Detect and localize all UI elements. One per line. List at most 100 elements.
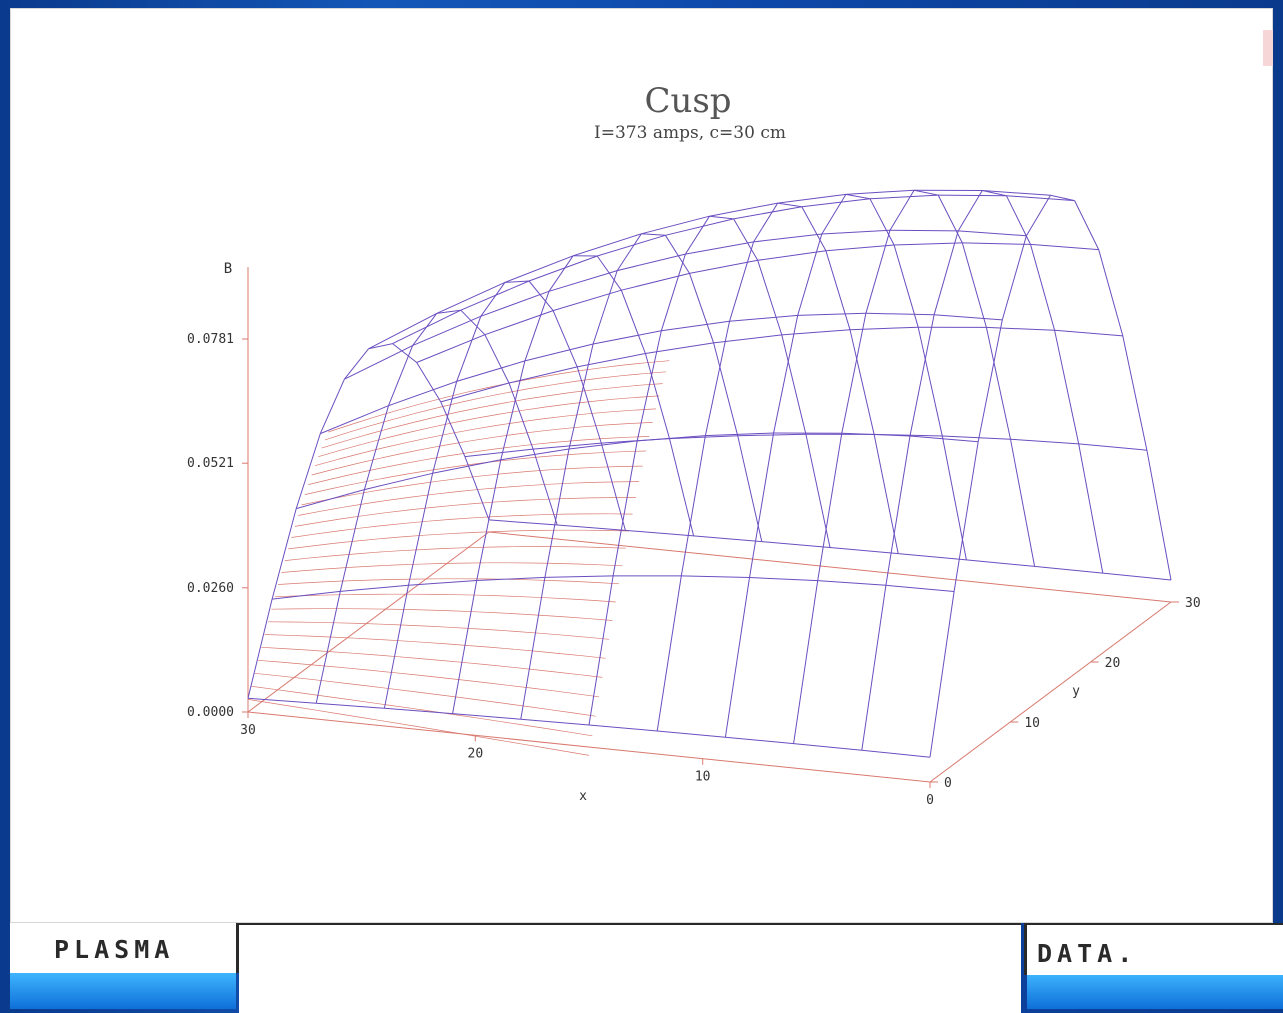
surface-y-line <box>393 310 461 343</box>
underside-mesh-line <box>505 703 528 706</box>
surface-x-line <box>661 254 685 331</box>
surface-y-line <box>485 311 553 335</box>
surface-x-line <box>822 194 846 234</box>
underside-mesh-line <box>352 653 375 655</box>
underside-mesh-line <box>368 686 391 689</box>
underside-mesh-line <box>251 686 274 689</box>
underside-mesh-line <box>316 710 339 714</box>
underside-mesh-line <box>417 675 440 678</box>
underside-mesh-line <box>338 454 361 460</box>
underside-mesh-line <box>560 654 583 656</box>
underside-mesh-line <box>401 641 424 643</box>
surface-x-line <box>734 219 758 260</box>
underside-mesh-line <box>389 497 412 500</box>
surface-y-line <box>553 290 621 310</box>
underside-mesh-line <box>552 381 575 384</box>
underside-mesh-line <box>342 699 365 702</box>
underside-mesh-line <box>480 487 503 489</box>
underside-mesh-line <box>330 554 353 556</box>
underside-mesh-line <box>360 526 383 529</box>
surface-x-line <box>782 335 806 434</box>
surface-x-line <box>272 509 296 599</box>
surface-y-line <box>822 230 890 234</box>
surface-y-line <box>409 581 477 586</box>
surface-y-line <box>802 199 870 207</box>
underside-mesh-line <box>447 533 470 534</box>
surface-x-line <box>774 315 798 433</box>
surface-x-line <box>389 346 413 406</box>
surface-x-line <box>296 434 320 509</box>
surface-x-line <box>589 576 613 725</box>
underside-mesh-line <box>522 499 545 500</box>
underside-mesh-line <box>580 675 603 678</box>
underside-mesh-line <box>624 363 647 365</box>
underside-mesh-line <box>574 581 597 582</box>
underside-mesh-line <box>387 432 410 438</box>
underside-mesh-line <box>402 535 425 537</box>
underside-mesh-line <box>467 547 490 548</box>
underside-mesh-line <box>481 403 504 407</box>
underside-mesh-line <box>414 692 437 695</box>
underside-mesh-line <box>461 397 484 402</box>
underside-mesh-line <box>376 551 399 553</box>
surface-y-line <box>794 744 862 751</box>
underside-mesh-line <box>359 623 382 624</box>
surface-y-line <box>340 585 408 591</box>
surface-y-line <box>886 585 954 591</box>
surface-y-line <box>958 231 1026 236</box>
underside-mesh-line <box>526 396 549 400</box>
underside-mesh-line <box>473 629 496 630</box>
surface-x-line <box>918 327 942 436</box>
underside-mesh-line <box>512 667 535 669</box>
surface-y-line <box>577 354 645 367</box>
surface-x-line <box>1075 201 1099 250</box>
underside-mesh-line <box>409 508 432 511</box>
chart-title: Cusp <box>644 81 731 121</box>
underside-mesh-line <box>604 437 627 438</box>
surface-x-line <box>681 436 705 576</box>
underside-mesh-line <box>318 519 341 523</box>
underside-mesh-line <box>547 729 570 733</box>
underside-mesh-line <box>493 531 516 532</box>
underside-mesh-line <box>492 647 515 649</box>
surface-y-line <box>457 361 525 382</box>
underside-mesh-line <box>621 374 644 376</box>
underside-mesh-line <box>349 668 372 670</box>
data-label-box: DATA. <box>1024 923 1283 975</box>
surface-x-line <box>461 310 485 335</box>
underside-mesh-line <box>591 399 614 401</box>
underside-mesh-line <box>331 474 354 479</box>
surface-y-line <box>890 230 958 231</box>
underside-mesh-line <box>538 651 561 653</box>
underside-mesh-line <box>416 408 439 414</box>
underside-mesh-line <box>371 419 394 425</box>
underside-mesh-line <box>322 441 345 448</box>
underside-mesh-line <box>598 376 621 379</box>
underside-mesh-line <box>530 385 553 389</box>
underside-mesh-line <box>438 478 461 481</box>
surface-x-line <box>601 443 625 530</box>
surface-x-line <box>870 199 894 245</box>
underside-mesh-line <box>489 665 512 667</box>
underside-mesh-line <box>255 673 278 675</box>
surface-y-line <box>661 321 729 331</box>
underside-mesh-line <box>594 482 617 483</box>
underside-mesh-line <box>405 625 428 626</box>
underside-mesh-line <box>346 580 369 581</box>
underside-mesh-line <box>425 445 448 449</box>
surface-y-line <box>966 560 1034 567</box>
underside-mesh-line <box>471 437 494 441</box>
surface-x-line <box>846 194 870 198</box>
underside-mesh-line <box>380 453 403 458</box>
underside-mesh-line <box>315 459 338 465</box>
surface-y-line <box>830 548 898 554</box>
surface-x-line <box>758 260 782 335</box>
underside-mesh-line <box>308 479 331 485</box>
surface-x-line <box>942 436 966 560</box>
surface-x-line <box>1006 196 1030 245</box>
underside-mesh-line <box>607 424 630 425</box>
cusp-surface-plot: Cusp I=373 amps, c=30 cm B x y 0.00000.0… <box>0 0 1283 923</box>
underside-mesh-line <box>454 503 477 505</box>
underside-mesh-line <box>479 595 502 596</box>
underside-mesh-line <box>341 444 364 450</box>
